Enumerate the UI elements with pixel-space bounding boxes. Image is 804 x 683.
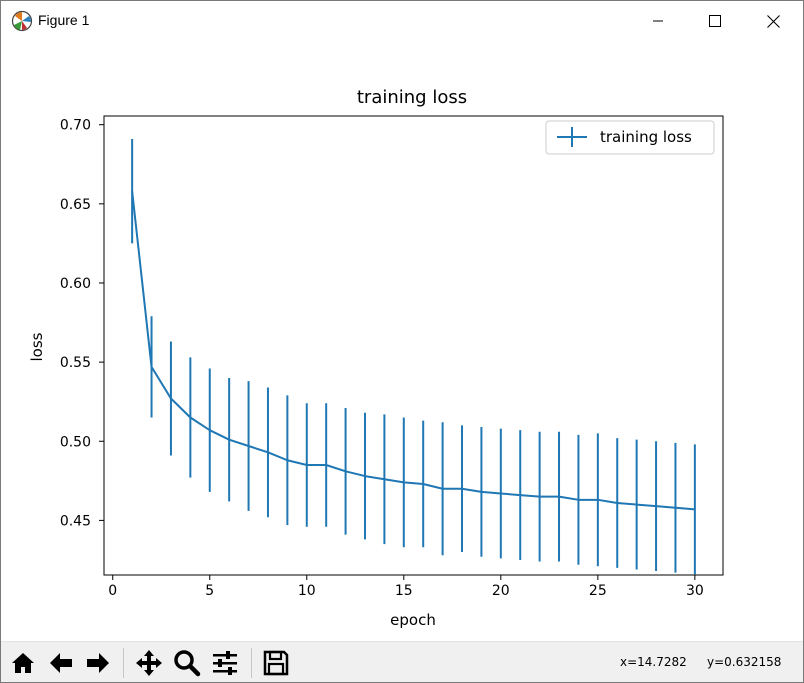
chart: 0 5 10 15 20 25 30 0.45 0.50 0.55 0.60 0.65 0.70 tra… bbox=[28, 87, 724, 629]
home-button[interactable] bbox=[7, 646, 39, 680]
plot-marks: 0 5 10 15 20 25 30 0.45 0.50 0.55 0.60 0.65 0.70 bbox=[60, 115, 724, 599]
y-tick-label: 0.45 bbox=[60, 513, 91, 529]
x-tick-label: 0 bbox=[108, 583, 117, 599]
back-icon bbox=[50, 653, 72, 673]
configure-subplots-button[interactable] bbox=[209, 646, 241, 680]
x-coordinate-readout: x=14.7282 bbox=[620, 655, 687, 669]
home-icon bbox=[12, 653, 34, 673]
close-icon bbox=[766, 14, 780, 28]
save-button[interactable] bbox=[260, 646, 292, 680]
legend: training loss bbox=[545, 120, 715, 155]
legend-label: training loss bbox=[600, 128, 692, 146]
configure-subplots-icon bbox=[213, 651, 237, 675]
close-button[interactable] bbox=[744, 1, 802, 41]
x-tick-label: 20 bbox=[492, 583, 510, 599]
y-tick-label: 0.70 bbox=[60, 118, 91, 134]
pan-icon bbox=[136, 650, 162, 676]
y-tick-label: 0.65 bbox=[60, 197, 91, 213]
figure-canvas[interactable]: 0 5 10 15 20 25 30 0.45 0.50 0.55 0.60 0.65 0.70 tra… bbox=[1, 41, 803, 639]
back-button[interactable] bbox=[45, 646, 77, 680]
x-tick-label: 30 bbox=[686, 583, 704, 599]
y-tick-label: 0.60 bbox=[60, 276, 91, 292]
x-tick-label: 15 bbox=[395, 583, 413, 599]
toolbar-separator bbox=[123, 648, 124, 678]
y-tick-label: 0.55 bbox=[60, 355, 91, 371]
chart-title: training loss bbox=[357, 87, 467, 108]
y-axis-label: loss bbox=[28, 332, 46, 361]
axes-frame bbox=[103, 115, 724, 576]
x-tick-label: 10 bbox=[298, 583, 316, 599]
zoom-button[interactable] bbox=[171, 646, 203, 680]
x-tick-label: 25 bbox=[589, 583, 607, 599]
legend-frame bbox=[545, 120, 715, 155]
toolbar-separator bbox=[251, 648, 252, 678]
y-tick-label: 0.50 bbox=[60, 434, 91, 450]
zoom-icon bbox=[174, 650, 201, 677]
forward-icon bbox=[87, 653, 109, 673]
x-tick-label: 5 bbox=[205, 583, 214, 599]
pan-button[interactable] bbox=[133, 646, 165, 680]
maximize-icon bbox=[709, 15, 721, 27]
app-icon bbox=[11, 10, 33, 32]
save-icon bbox=[263, 650, 289, 676]
x-axis-label: epoch bbox=[390, 611, 436, 629]
title-bar[interactable]: Figure 1 bbox=[1, 1, 803, 41]
series-line bbox=[131, 191, 695, 511]
window-title: Figure 1 bbox=[38, 12, 90, 28]
minimize-icon bbox=[653, 20, 663, 22]
forward-button[interactable] bbox=[82, 646, 114, 680]
y-coordinate-readout: y=0.632158 bbox=[707, 655, 782, 669]
minimize-button[interactable] bbox=[629, 1, 687, 41]
navigation-toolbar: x=14.7282 y=0.632158 bbox=[1, 641, 803, 682]
maximize-button[interactable] bbox=[686, 1, 744, 41]
